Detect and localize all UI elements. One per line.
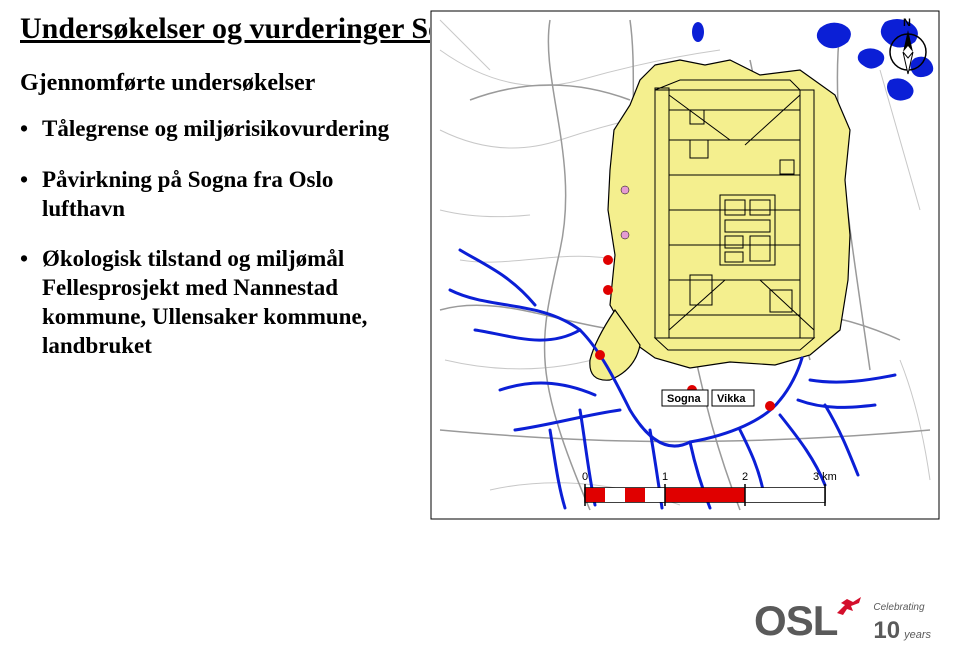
logo-years: years: [904, 629, 931, 641]
scale-1: 1: [662, 471, 668, 483]
logo-ten: 10: [873, 617, 900, 645]
slide-title: Undersøkelser og vurderinger Sogna: [20, 12, 490, 46]
map-figure: Sogna Vikka N: [430, 10, 940, 520]
logo-oslo: OSL: [754, 597, 863, 645]
bullet-item-2: Påvirkning på Sogna fra Oslo lufthavn: [20, 166, 400, 224]
scale-0: 0: [582, 471, 588, 483]
plane-icon: [835, 595, 863, 622]
label-vikka: Vikka: [717, 393, 746, 405]
bullet-item-3: Økologisk tilstand og miljømål Fellespro…: [20, 245, 400, 360]
bullet-item-1: Tålegrense og miljørisikovurdering: [20, 115, 400, 144]
slide-subtitle: Gjennomførte undersøkelser: [20, 70, 315, 97]
scale-3: 3 km: [813, 471, 837, 483]
map-labels: Sogna Vikka: [662, 390, 754, 406]
logo-celebrating: Celebrating: [873, 602, 924, 613]
logo-block: OSL Celebrating 10 years: [754, 597, 931, 645]
bullet-list: Tålegrense og miljørisikovurdering Påvir…: [20, 115, 400, 382]
label-sogna: Sogna: [667, 393, 701, 405]
map-svg: Sogna Vikka N: [430, 10, 940, 520]
logo-text: OSL: [754, 597, 837, 645]
svg-text:N: N: [903, 17, 911, 29]
scale-2: 2: [742, 471, 748, 483]
